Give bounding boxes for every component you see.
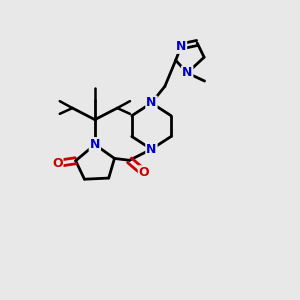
Text: O: O xyxy=(52,157,62,170)
Text: N: N xyxy=(146,143,157,156)
Text: N: N xyxy=(90,138,100,151)
Text: N: N xyxy=(146,97,157,110)
Text: N: N xyxy=(182,67,192,80)
Text: N: N xyxy=(176,40,186,53)
Text: O: O xyxy=(139,166,149,179)
